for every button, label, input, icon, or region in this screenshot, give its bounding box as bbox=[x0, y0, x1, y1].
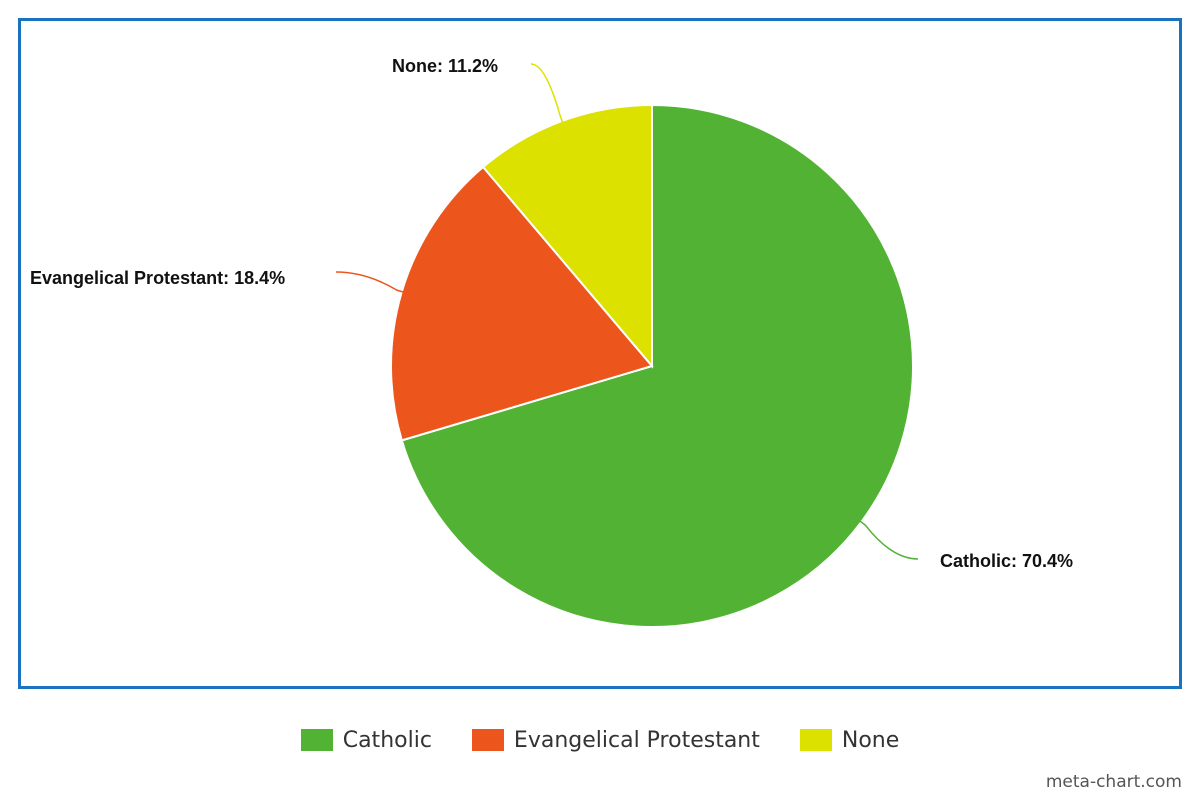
data-label-evangelical-protestant: Evangelical Protestant: 18.4% bbox=[30, 268, 285, 288]
legend-label: None bbox=[841, 727, 900, 753]
data-label-catholic: Catholic: 70.4% bbox=[940, 551, 1073, 571]
leader-line-catholic bbox=[844, 508, 919, 560]
legend-item-catholic[interactable]: Catholic bbox=[300, 727, 432, 753]
watermark-text: meta-chart.com bbox=[1045, 772, 1182, 792]
legend-item-none[interactable]: None bbox=[799, 727, 900, 753]
legend-swatch bbox=[799, 729, 832, 751]
legend-swatch bbox=[300, 729, 333, 751]
legend-label: Evangelical Protestant bbox=[513, 727, 760, 753]
chart-legend: Catholic Evangelical Protestant None bbox=[0, 722, 1200, 758]
data-label-none: None: 11.2% bbox=[392, 56, 498, 76]
leader-line-evangelical-protestant bbox=[335, 271, 408, 294]
legend-swatch bbox=[471, 729, 504, 751]
legend-label: Catholic bbox=[342, 727, 432, 753]
leader-line-none bbox=[530, 63, 565, 127]
legend-item-evangelical-protestant[interactable]: Evangelical Protestant bbox=[471, 727, 760, 753]
